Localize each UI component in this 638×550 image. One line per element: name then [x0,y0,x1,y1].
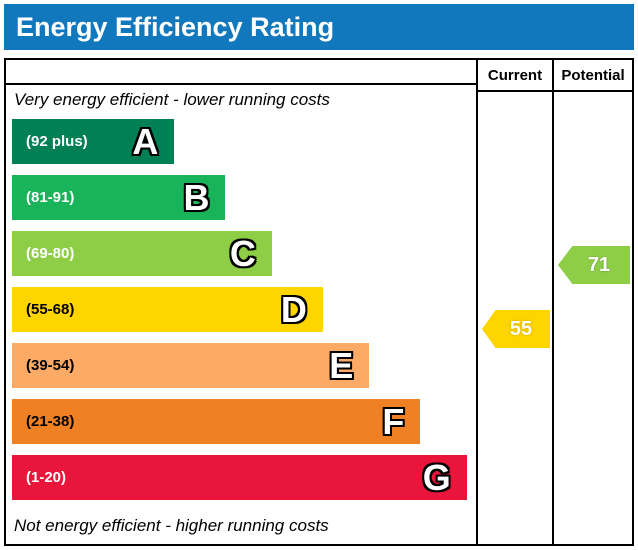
band-bar: (69-80) C [12,231,272,276]
band-letter: B [183,176,210,218]
band-bar: (39-54) E [12,343,370,388]
band-letter: E [329,344,354,386]
current-column: Current 55 [476,60,552,544]
potential-column-header: Potential [554,60,632,92]
current-column-header: Current [478,60,552,92]
potential-rating-arrow: 71 [558,246,630,284]
corner-spacer [6,60,476,85]
band-bar: (55-68) D [12,287,323,332]
current-rating-value: 55 [509,317,533,340]
potential-column: Potential 71 [552,60,632,544]
band-row: (55-68) D [12,287,476,343]
bottom-note: Not energy efficient - higher running co… [14,516,329,535]
bands-area: (92 plus) A (81-91) B (69-80) C [6,115,476,511]
band-row: (1-20) G [12,455,476,511]
band-letter: A [132,120,159,162]
top-note: Very energy efficient - lower running co… [14,90,330,109]
band-letter: G [422,456,451,498]
band-row: (21-38) F [12,399,476,455]
potential-rating-value: 71 [587,253,611,276]
band-letter: D [280,288,307,330]
band-bar: (81-91) B [12,175,226,220]
band-letter: F [382,400,405,442]
band-row: (69-80) C [12,231,476,287]
band-range-label: (21-38) [26,413,75,430]
band-bar: (21-38) F [12,399,421,444]
band-bar: (1-20) G [12,455,467,500]
band-range-label: (92 plus) [26,133,88,150]
rating-table: Very energy efficient - lower running co… [4,58,634,546]
band-range-label: (1-20) [26,469,67,486]
band-range-label: (39-54) [26,357,75,374]
band-row: (39-54) E [12,343,476,399]
band-range-label: (69-80) [26,245,75,262]
band-range-label: (81-91) [26,189,75,206]
bands-column: Very energy efficient - lower running co… [6,60,476,544]
page-title: Energy Efficiency Rating [4,4,634,50]
band-row: (92 plus) A [12,119,476,175]
band-range-label: (55-68) [26,301,75,318]
current-rating-arrow: 55 [482,310,550,348]
band-letter: C [229,232,256,274]
band-row: (81-91) B [12,175,476,231]
band-bar: (92 plus) A [12,119,175,164]
